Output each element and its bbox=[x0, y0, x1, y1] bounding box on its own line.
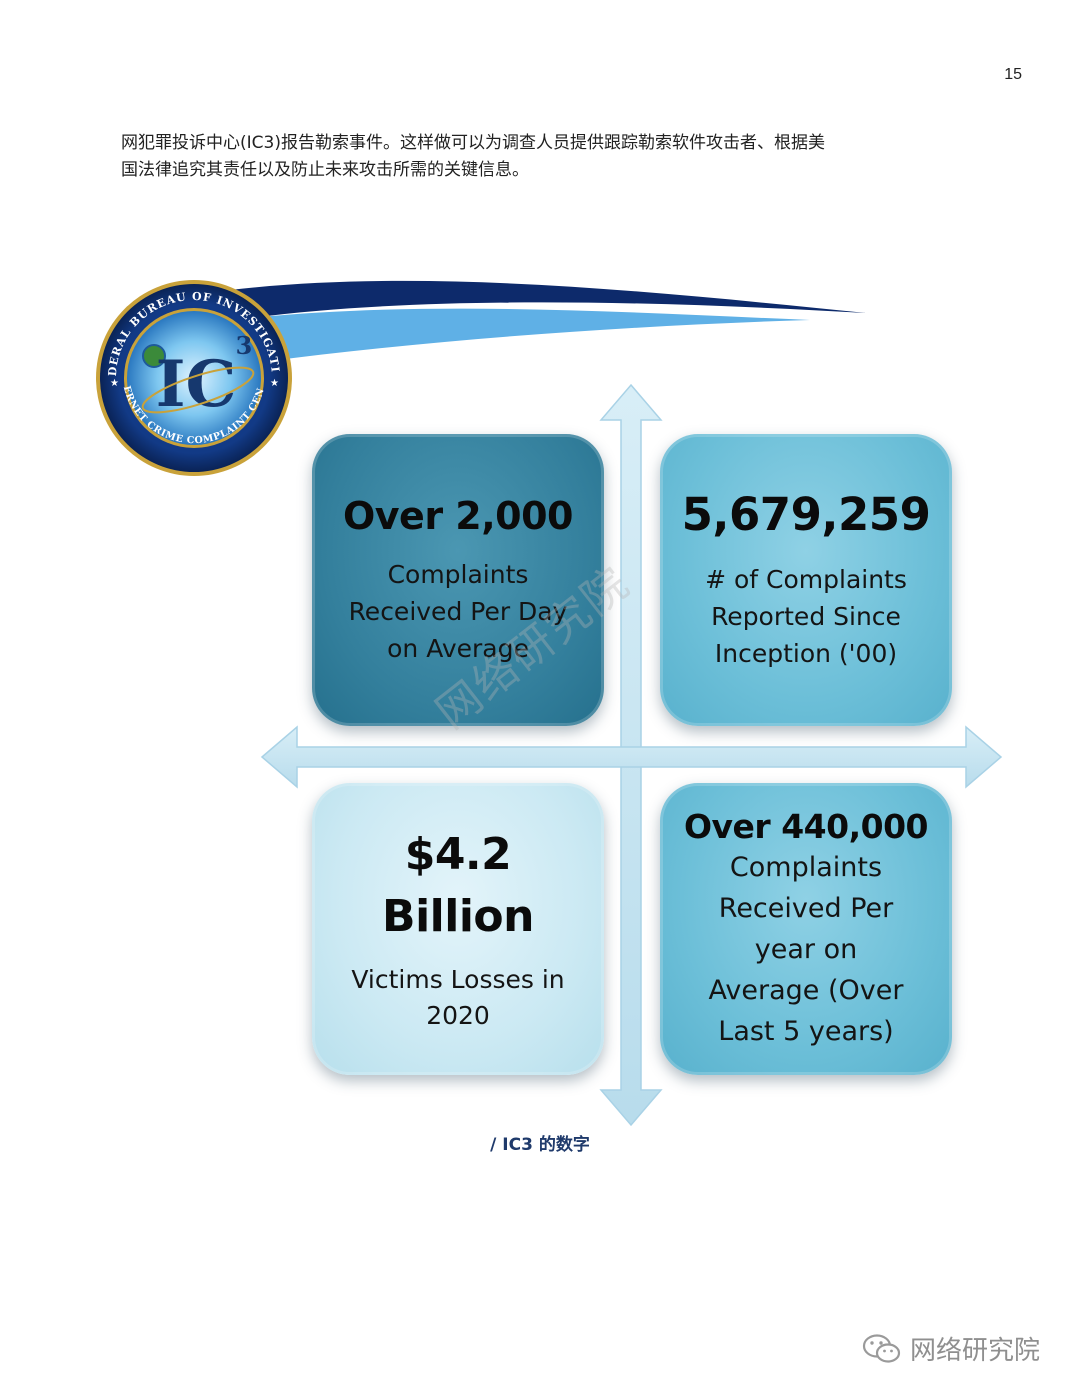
stat-line: Received Per bbox=[718, 892, 894, 924]
ic3-seal-icon: FEDERAL BUREAU OF INVESTIGATION INTERNET… bbox=[94, 278, 292, 476]
stat-line: Reported Since bbox=[711, 602, 901, 631]
swoosh-light-blue bbox=[250, 308, 810, 362]
footer-brand-text: 网络研究院 bbox=[910, 1336, 1041, 1366]
intro-line-1: 网犯罪投诉中心(IC3)报告勒索事件。这样做可以为调查人员提供跟踪勒索软件攻击者… bbox=[121, 133, 825, 153]
stat-card-yearly-complaints: Over 440,000 Complaints Received Per yea… bbox=[660, 783, 952, 1075]
stat-headline: 5,679,259 bbox=[681, 488, 931, 541]
stat-line: 2020 bbox=[426, 1001, 490, 1030]
stat-line: Average (Over bbox=[708, 974, 904, 1006]
swoosh-decoration bbox=[230, 280, 866, 362]
svg-text:★: ★ bbox=[270, 378, 279, 389]
stat-description: Victims Losses in 2020 bbox=[328, 962, 588, 1034]
seal-center-text: IC bbox=[156, 347, 237, 422]
stat-headline-line: Billion bbox=[382, 891, 534, 942]
stat-description: # of Complaints Reported Since Inception… bbox=[681, 561, 931, 672]
footer-brand: 网络研究院 bbox=[862, 1330, 1040, 1367]
stat-card-daily-complaints: Over 2,000 Complaints Received Per Day o… bbox=[312, 434, 604, 726]
wechat-icon bbox=[862, 1333, 901, 1363]
stat-headline: Over 2,000 bbox=[342, 493, 574, 538]
page-number: 15 bbox=[1004, 66, 1022, 83]
svg-text:★: ★ bbox=[110, 378, 119, 389]
stat-line: Received Per Day bbox=[348, 596, 568, 626]
figure-caption: / IC3 的数字 bbox=[490, 1135, 590, 1155]
stat-headline: $4.2 Billion bbox=[382, 824, 534, 948]
stat-line: Victims Losses in bbox=[351, 965, 565, 994]
seal-superscript: 3 bbox=[236, 331, 253, 360]
stat-line: Inception ('00) bbox=[714, 639, 898, 668]
stat-line: Last 5 years) bbox=[718, 1015, 894, 1047]
stat-line: Complaints bbox=[729, 851, 883, 883]
stat-line: on Average bbox=[387, 633, 529, 663]
stat-line: Complaints bbox=[387, 559, 529, 589]
stat-description: Complaints Received Per Day on Average bbox=[333, 556, 583, 667]
stat-line: # of Complaints bbox=[705, 565, 907, 594]
intro-paragraph: 网犯罪投诉中心(IC3)报告勒索事件。这样做可以为调查人员提供跟踪勒索软件攻击者… bbox=[121, 130, 951, 184]
stat-description: Complaints Received Per year on Average … bbox=[681, 847, 931, 1052]
stat-headline-line: $4.2 bbox=[404, 829, 512, 880]
intro-line-2: 国法律追究其责任以及防止未来攻击所需的关键信息。 bbox=[121, 160, 529, 180]
swoosh-navy bbox=[230, 280, 866, 318]
stat-card-total-complaints: 5,679,259 # of Complaints Reported Since… bbox=[660, 434, 952, 726]
stat-card-victim-losses: $4.2 Billion Victims Losses in 2020 bbox=[312, 783, 604, 1075]
arrow-horizontal-icon bbox=[260, 725, 1003, 789]
stat-line: year on bbox=[754, 933, 858, 965]
stat-headline: Over 440,000 bbox=[683, 806, 929, 846]
